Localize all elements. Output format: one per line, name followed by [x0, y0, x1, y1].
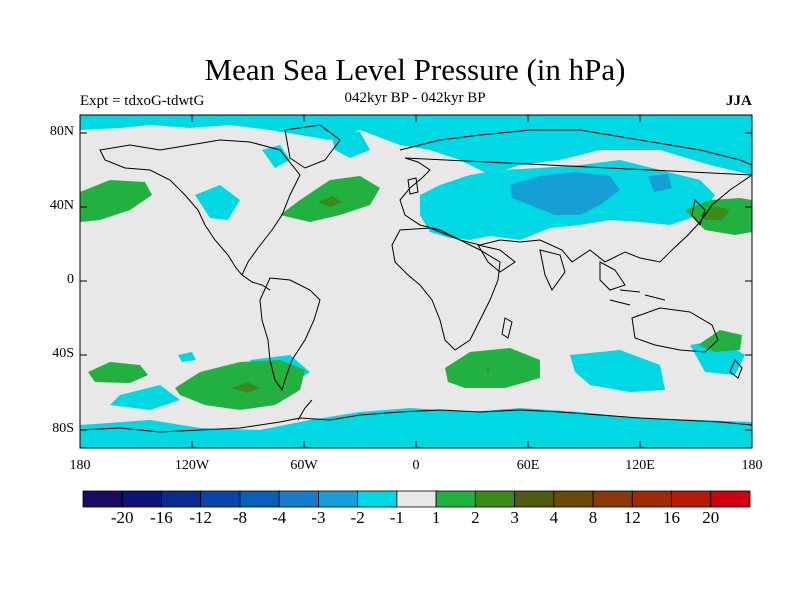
x-tick-label: 180: [741, 458, 763, 473]
colorbar-label: -3: [311, 508, 326, 527]
colorbar-swatch: [631, 490, 672, 508]
australia-positive-region: [698, 330, 742, 352]
asia-strong-negative-2: [648, 174, 672, 192]
colorbar-swatch: [318, 490, 359, 508]
strong-negative-regions: [510, 172, 672, 215]
colorbar-swatch: [514, 490, 555, 508]
period-label: 042kyr BP - 042kyr BP: [344, 90, 486, 106]
colorbar-swatch: [474, 490, 515, 508]
x-tick-label: 180: [69, 458, 91, 473]
atlantic-strong-positive: [318, 196, 342, 207]
colorbar-swatch: [592, 490, 633, 508]
colorbar-label: 12: [623, 508, 641, 527]
india-coast: [539, 249, 566, 291]
indonesia-coast: [609, 289, 666, 306]
colorbar: [82, 490, 751, 508]
greenland-coast: [284, 124, 341, 169]
colorbar-swatch: [357, 490, 398, 508]
colorbar-swatch: [710, 490, 751, 508]
y-tick-label: 80N: [49, 124, 74, 139]
map-frame: [79, 114, 753, 449]
south-america-coast: [259, 277, 321, 392]
map-field: [80, 115, 752, 448]
antarctica-coast: [80, 409, 752, 433]
colorbar-swatch: [200, 490, 241, 508]
uk-coast: [407, 177, 419, 195]
africa-coast: [391, 227, 501, 351]
antarctic-peninsula: [297, 399, 313, 421]
x-tick-marks: [79, 115, 753, 448]
arabia-coast: [476, 244, 516, 273]
south-atlantic-spot: [486, 368, 490, 372]
colorbar-label: -16: [150, 508, 173, 527]
x-tick-label: 60W: [290, 458, 318, 473]
x-tick-label: 120W: [174, 458, 210, 473]
madagascar-coast: [501, 317, 513, 339]
colorbar-swatch: [82, 490, 123, 508]
negative-anomaly-regions: [80, 115, 752, 448]
y-tick-label: 0: [67, 272, 74, 287]
y-tick-label: 40S: [52, 346, 74, 361]
greenland-negative-region: [262, 145, 290, 168]
eurasia-strong-negative: [510, 172, 620, 215]
australia-coast: [631, 307, 719, 353]
south-atlantic-positive-region: [445, 348, 540, 388]
colorbar-swatch: [396, 490, 437, 508]
coastlines: [80, 124, 752, 433]
southeast-asia-coast: [599, 261, 626, 291]
season-label: JJA: [726, 93, 752, 109]
pacific-positive-region: [80, 180, 152, 222]
colorbar-swatch: [239, 490, 280, 508]
southern-pacific-negative-region: [110, 385, 180, 410]
map-title: Mean Sea Level Pressure (in hPa): [204, 52, 626, 87]
colorbar-label: 3: [510, 508, 519, 527]
north-atlantic-negative-region: [330, 130, 370, 158]
north-america-negative-region: [195, 185, 240, 220]
south-american-strong-positive: [232, 382, 260, 393]
colorbar-swatch: [671, 490, 712, 508]
eurasia-coast: [399, 129, 752, 263]
colorbar-label: 2: [471, 508, 480, 527]
strong-positive-regions: [232, 196, 730, 393]
antarctic-negative-region: [80, 408, 752, 448]
x-tick-label: 60E: [516, 458, 540, 473]
colorbar-label: -1: [389, 508, 404, 527]
colorbar-label: -2: [350, 508, 365, 527]
japan-coast: [691, 198, 706, 227]
colorbar-label: -4: [272, 508, 287, 527]
y-tick-marks: [80, 132, 752, 431]
colorbar-swatch: [161, 490, 202, 508]
arctic-negative-region: [80, 115, 752, 175]
colorbar-label: -20: [110, 508, 134, 527]
y-tick-label: 80S: [52, 421, 74, 436]
colorbar-label: -8: [232, 508, 248, 527]
colorbar-label: 20: [702, 508, 720, 527]
north-america-coast: [99, 139, 301, 276]
new-zealand-coast: [729, 359, 743, 379]
small-negative-spot: [178, 352, 196, 362]
colorbar-label: -12: [189, 508, 213, 527]
south-pacific-positive-region: [88, 362, 148, 383]
colorbar-swatch: [553, 490, 594, 508]
colorbar-label: 8: [588, 508, 598, 527]
colorbar-label: 1: [431, 508, 441, 527]
x-tick-label: 120E: [625, 458, 655, 473]
y-tick-label: 40N: [49, 198, 74, 213]
west-pacific-strong-positive: [700, 206, 730, 220]
experiment-label: Expt = tdxoG-tdwtG: [80, 93, 205, 109]
colorbar-swatch: [435, 490, 476, 508]
colorbar-swatch: [121, 490, 162, 508]
colorbar-swatch: [278, 490, 319, 508]
colorbar-label: 16: [663, 508, 681, 527]
indian-ocean-negative-region: [570, 350, 665, 392]
x-tick-label: 0: [412, 458, 420, 473]
colorbar-label: 4: [549, 508, 559, 527]
